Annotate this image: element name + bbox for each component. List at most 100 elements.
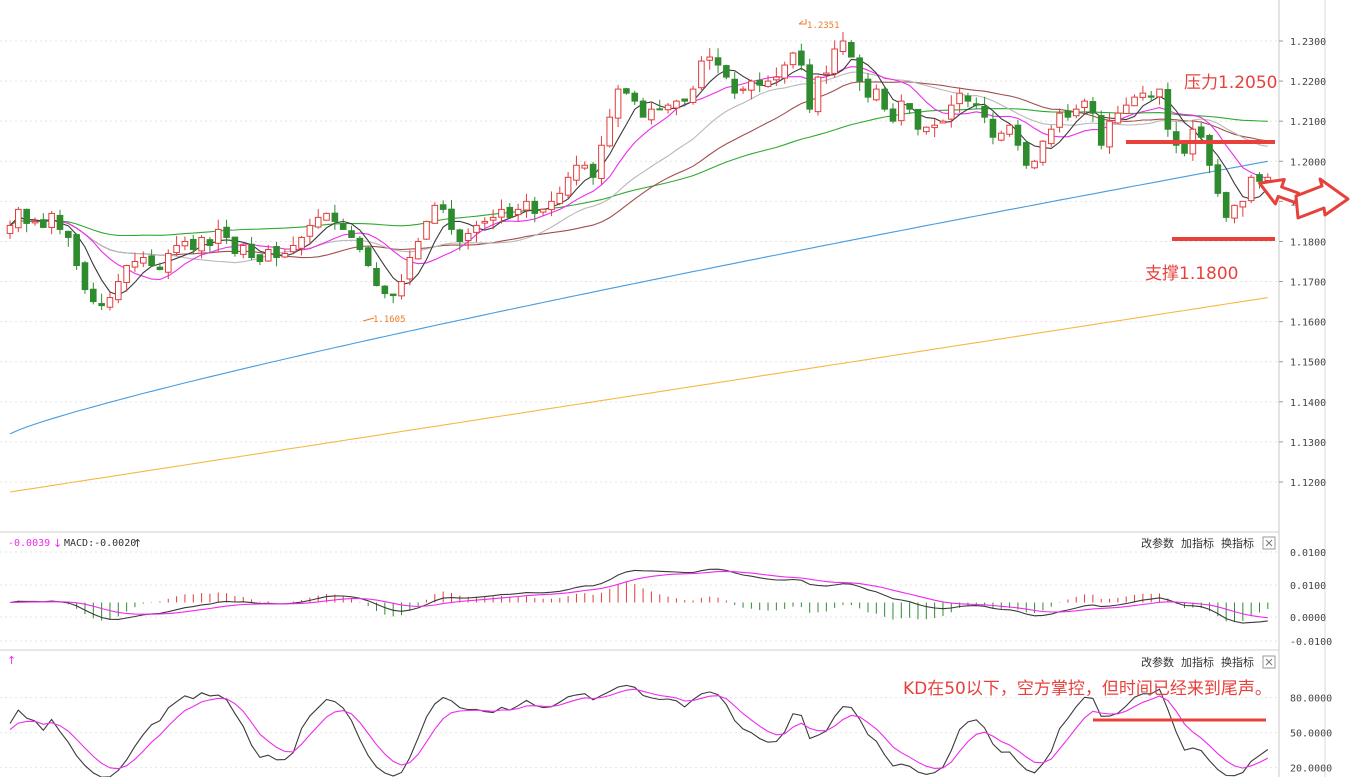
candle[interactable]	[573, 155, 580, 186]
candle[interactable]	[856, 54, 863, 91]
candle[interactable]	[214, 219, 222, 253]
candle[interactable]	[314, 209, 322, 229]
candlesticks[interactable]	[6, 32, 1272, 311]
candle[interactable]	[989, 112, 997, 145]
candle[interactable]	[964, 92, 972, 108]
candle[interactable]	[306, 218, 314, 245]
candle[interactable]	[731, 72, 739, 100]
candle[interactable]	[931, 118, 938, 138]
candle[interactable]	[1239, 200, 1247, 217]
candle[interactable]	[506, 202, 514, 219]
candle[interactable]	[664, 102, 672, 114]
candle[interactable]	[331, 204, 339, 230]
candle[interactable]	[489, 209, 497, 230]
candle[interactable]	[648, 101, 655, 125]
candle[interactable]	[289, 236, 297, 255]
candle[interactable]	[914, 108, 922, 136]
candle[interactable]	[723, 64, 730, 80]
candle[interactable]	[623, 87, 630, 95]
candle[interactable]	[123, 264, 130, 292]
candle[interactable]	[1147, 90, 1155, 102]
candle[interactable]	[1047, 125, 1055, 147]
candle[interactable]	[548, 191, 555, 217]
candle[interactable]	[748, 79, 755, 100]
candle[interactable]	[1089, 96, 1097, 122]
candle[interactable]	[73, 233, 80, 270]
macd-change-params-button[interactable]: 改参数	[1141, 536, 1174, 550]
candle[interactable]	[239, 243, 247, 259]
candle[interactable]	[231, 236, 239, 257]
candle[interactable]	[539, 208, 547, 216]
candle[interactable]	[90, 282, 97, 305]
candle[interactable]	[514, 203, 522, 222]
candle[interactable]	[956, 87, 963, 113]
candle[interactable]	[356, 236, 364, 253]
candle[interactable]	[1172, 122, 1180, 154]
candle[interactable]	[939, 119, 947, 124]
candle[interactable]	[189, 234, 197, 254]
candle[interactable]	[439, 200, 447, 214]
candle[interactable]	[473, 220, 480, 243]
candle[interactable]	[1031, 159, 1038, 170]
candle[interactable]	[31, 217, 39, 226]
candle[interactable]	[981, 96, 988, 124]
candle[interactable]	[1039, 140, 1047, 166]
candle[interactable]	[389, 293, 397, 304]
candle[interactable]	[631, 90, 639, 106]
candle[interactable]	[764, 75, 772, 88]
candle[interactable]	[598, 136, 605, 185]
candle[interactable]	[156, 262, 164, 271]
candle[interactable]	[756, 72, 764, 93]
candle[interactable]	[898, 94, 905, 126]
candle[interactable]	[798, 43, 805, 71]
candle[interactable]	[398, 274, 405, 300]
candle[interactable]	[1097, 110, 1105, 150]
candle[interactable]	[1022, 141, 1030, 169]
kd-change-params-button[interactable]: 改参数	[1141, 655, 1174, 669]
candle[interactable]	[131, 252, 139, 272]
candle[interactable]	[831, 40, 838, 78]
candle[interactable]	[972, 97, 980, 109]
candle[interactable]	[1164, 82, 1172, 137]
candle[interactable]	[48, 211, 55, 235]
candle[interactable]	[1081, 98, 1088, 114]
candle[interactable]	[198, 235, 205, 259]
candle[interactable]	[1206, 133, 1213, 174]
candle[interactable]	[223, 219, 230, 244]
candle[interactable]	[406, 250, 414, 286]
candle[interactable]	[1247, 174, 1255, 204]
candle[interactable]	[1197, 122, 1205, 142]
candle[interactable]	[681, 98, 689, 107]
candle[interactable]	[23, 208, 30, 233]
candle[interactable]	[806, 58, 813, 114]
candle[interactable]	[947, 95, 955, 128]
candle[interactable]	[1064, 104, 1072, 121]
candle[interactable]	[448, 200, 455, 235]
candle[interactable]	[823, 65, 830, 84]
candle[interactable]	[864, 73, 872, 103]
candle[interactable]	[1139, 85, 1147, 101]
candle[interactable]	[581, 161, 589, 170]
candle[interactable]	[206, 236, 214, 254]
candle[interactable]	[40, 213, 47, 229]
macd-add-indicator-button[interactable]: 加指标	[1181, 536, 1214, 550]
candle[interactable]	[1156, 88, 1163, 105]
candle[interactable]	[698, 56, 705, 91]
candle[interactable]	[498, 199, 505, 224]
candle[interactable]	[1231, 204, 1238, 224]
candle[interactable]	[56, 209, 64, 235]
candle[interactable]	[273, 241, 280, 267]
candle[interactable]	[1056, 108, 1063, 133]
kd-switch-indicator-button[interactable]: 换指标	[1221, 655, 1254, 669]
candle[interactable]	[1256, 172, 1263, 189]
candle[interactable]	[1214, 158, 1222, 197]
candle[interactable]	[423, 220, 430, 240]
candle[interactable]	[589, 162, 597, 185]
candle[interactable]	[373, 262, 380, 287]
candle[interactable]	[923, 126, 930, 135]
candle[interactable]	[781, 61, 788, 84]
kd-close-icon[interactable]	[1262, 655, 1276, 669]
candle[interactable]	[264, 245, 272, 262]
candle[interactable]	[148, 249, 155, 267]
candle[interactable]	[1014, 119, 1022, 151]
